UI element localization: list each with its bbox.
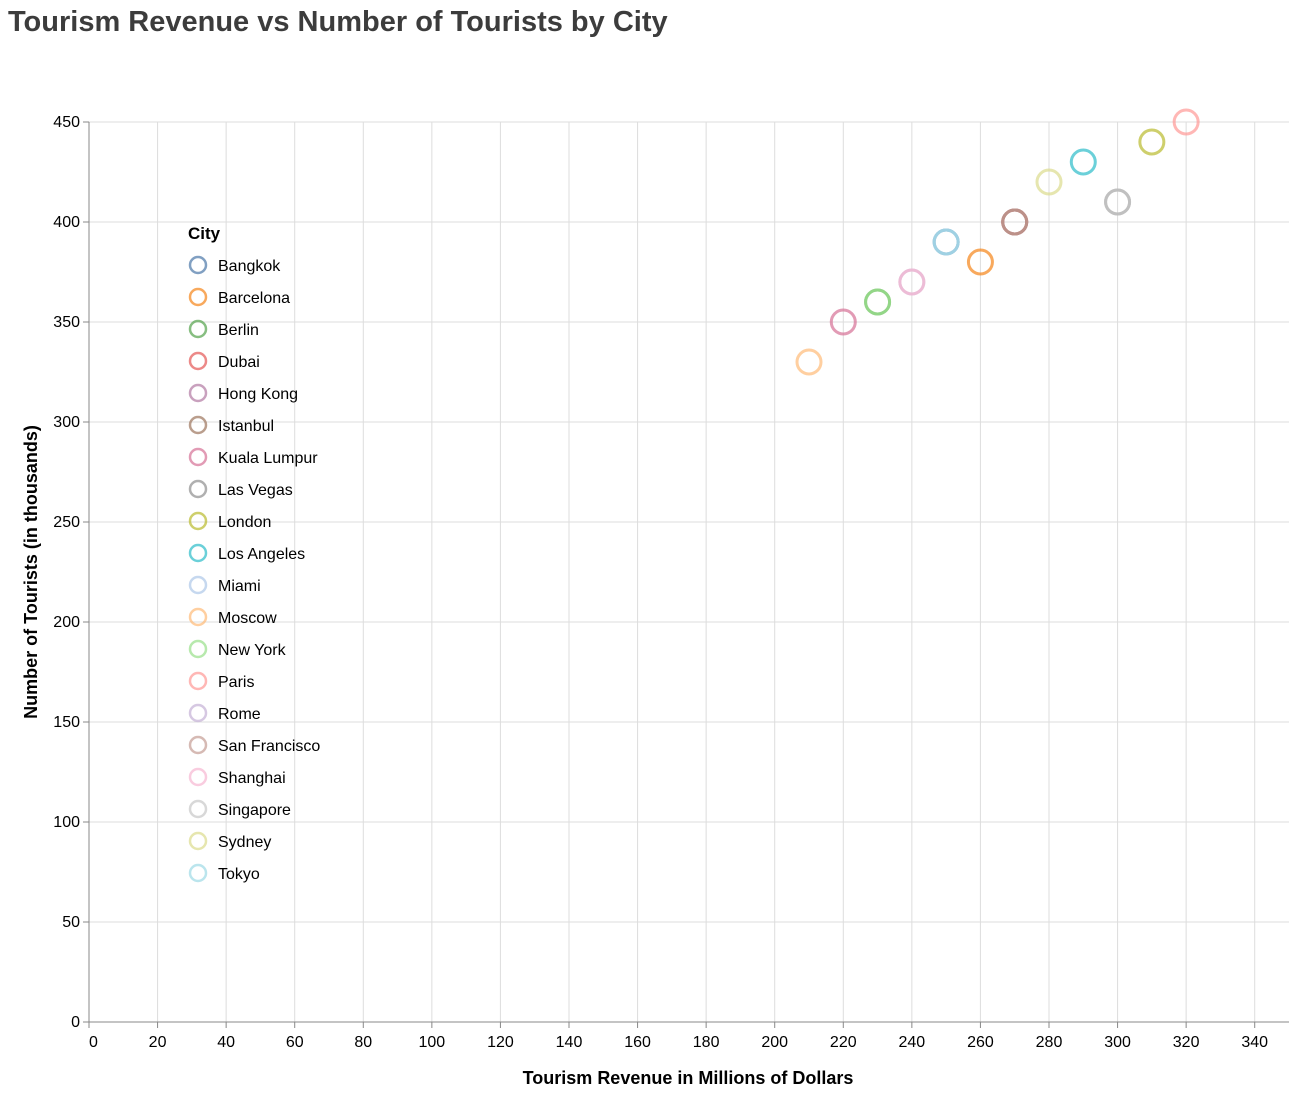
data-point	[795, 348, 823, 376]
axes	[88, 122, 1289, 1023]
legend-symbol	[188, 255, 208, 275]
legend-label: London	[218, 514, 271, 531]
legend-symbol	[188, 447, 208, 467]
x-tick-label: 80	[354, 1034, 372, 1051]
legend-symbol	[188, 287, 208, 307]
data-point	[1138, 128, 1166, 156]
x-tick-label: 220	[830, 1034, 857, 1051]
x-tick-label: 320	[1173, 1034, 1200, 1051]
x-tick-label: 60	[286, 1034, 304, 1051]
legend-symbol	[188, 767, 208, 787]
legend-symbol	[188, 543, 208, 563]
x-tick-label: 140	[556, 1034, 583, 1051]
y-tick-label: 300	[53, 414, 80, 431]
legend-title: City	[188, 224, 221, 243]
legend-label: Bangkok	[218, 258, 281, 275]
legend-symbol	[188, 735, 208, 755]
legend-label: Tokyo	[218, 866, 260, 883]
legend-label: Shanghai	[218, 770, 286, 787]
data-points	[795, 108, 1200, 376]
x-axis-label: Tourism Revenue in Millions of Dollars	[523, 1068, 854, 1088]
legend-symbol	[188, 607, 208, 627]
legend-symbol	[188, 703, 208, 723]
legend-label: Paris	[218, 674, 254, 691]
y-tick-label: 100	[53, 814, 80, 831]
legend-label: San Francisco	[218, 738, 320, 755]
y-tick-label: 0	[71, 1014, 80, 1031]
legend-symbol	[188, 383, 208, 403]
x-tick-label: 160	[624, 1034, 651, 1051]
x-tick-label: 280	[1036, 1034, 1063, 1051]
chart-title: Tourism Revenue vs Number of Tourists by…	[8, 6, 668, 38]
x-tick-label: 100	[419, 1034, 446, 1051]
data-point	[1069, 148, 1097, 176]
x-tick-label: 120	[487, 1034, 514, 1051]
legend-label: Miami	[218, 578, 261, 595]
legend-symbol	[188, 639, 208, 659]
x-tick-label: 200	[761, 1034, 788, 1051]
legend-label: Las Vegas	[218, 482, 293, 499]
y-tick-label: 400	[53, 214, 80, 231]
x-tick-label: 20	[149, 1034, 167, 1051]
data-point	[1001, 208, 1029, 236]
x-tick-label: 340	[1241, 1034, 1268, 1051]
data-point	[1172, 108, 1200, 136]
legend-symbol	[188, 511, 208, 531]
y-axis-label: Number of Tourists (in thousands)	[21, 425, 41, 719]
x-axis-ticks: 0 20 40 60 80 100 120 140 160 180 200 220 240 260 280 3…	[88, 1022, 1268, 1051]
legend-symbol	[188, 351, 208, 371]
x-tick-label: 40	[217, 1034, 235, 1051]
x-tick-label: 0	[89, 1034, 98, 1051]
legend-symbol	[188, 319, 208, 339]
data-point	[898, 268, 926, 296]
y-tick-label: 450	[53, 114, 80, 131]
data-point	[1104, 188, 1132, 216]
y-tick-label: 250	[53, 514, 80, 531]
legend-symbol	[188, 799, 208, 819]
data-point	[932, 228, 960, 256]
data-point	[829, 308, 857, 336]
legend-label: Los Angeles	[218, 546, 305, 563]
data-point	[966, 248, 994, 276]
y-tick-label: 200	[53, 614, 80, 631]
legend-symbol	[188, 415, 208, 435]
legend-label: Istanbul	[218, 418, 274, 435]
legend-label: Kuala Lumpur	[218, 450, 318, 467]
legend-label: Hong Kong	[218, 386, 298, 403]
legend-label: Sydney	[218, 834, 271, 851]
legend-symbol	[188, 575, 208, 595]
x-tick-label: 260	[967, 1034, 994, 1051]
legend-label: Barcelona	[218, 290, 290, 307]
legend-symbol	[188, 671, 208, 691]
x-tick-label: 300	[1104, 1034, 1131, 1051]
data-point	[1035, 168, 1063, 196]
legend-label: Moscow	[218, 610, 277, 627]
x-tick-label: 240	[899, 1034, 926, 1051]
legend-label: Berlin	[218, 322, 259, 339]
y-tick-label: 50	[62, 914, 80, 931]
legend-symbol	[188, 863, 208, 883]
y-tick-label: 150	[53, 714, 80, 731]
legend-label: Dubai	[218, 354, 260, 371]
legend-symbol	[188, 831, 208, 851]
legend-label: Singapore	[218, 802, 291, 819]
legend: City Bangkok Barcelona Berlin Dubai Hong Kon…	[188, 224, 320, 883]
x-tick-label: 180	[693, 1034, 720, 1051]
y-axis-ticks: 0 50 100 150 200 250 300 350 400 450	[53, 114, 89, 1031]
legend-symbol	[188, 479, 208, 499]
y-tick-label: 350	[53, 314, 80, 331]
legend-label: New York	[218, 642, 287, 659]
grid-lines	[88, 121, 1289, 1023]
legend-label: Rome	[218, 706, 261, 723]
data-point	[864, 288, 892, 316]
